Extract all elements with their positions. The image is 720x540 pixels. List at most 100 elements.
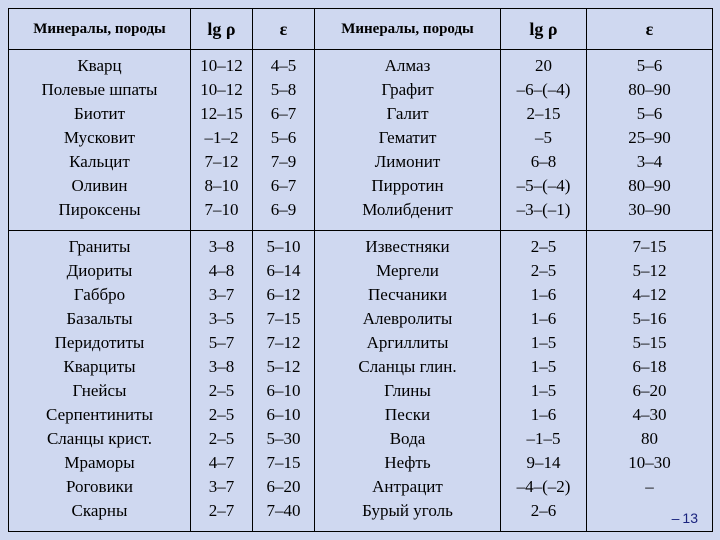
table-cell-line: Серпентиниты — [46, 405, 153, 424]
table-cell-line: Габбро — [73, 285, 126, 304]
table-cell-line: Оливин — [71, 176, 128, 195]
table-cell-line: 5–16 — [632, 309, 667, 328]
table-cell-line: 2–5 — [208, 405, 235, 424]
table-cell-line: 5–7 — [208, 333, 235, 352]
table-cell-line: Кальцит — [69, 152, 130, 171]
header-minerals-left: Минералы, породы — [8, 8, 191, 50]
table-cell-line: –4–(–2) — [516, 477, 571, 496]
table-cell-line: Мраморы — [64, 453, 135, 472]
table-cell-line: 4–30 — [632, 405, 667, 424]
table-cell-line: Бурый уголь — [362, 501, 453, 520]
table-cell-line: Базальты — [66, 309, 133, 328]
table-cell-line: 3–7 — [208, 285, 235, 304]
table-cell-line: Аргиллиты — [366, 333, 449, 352]
table-cell-line: 4–12 — [632, 285, 667, 304]
table-cell-line: 20 — [535, 56, 552, 75]
table-cell-line: 7–12 — [204, 152, 239, 171]
table-cell-line: 6–8 — [530, 152, 557, 171]
table-cell-line: 5–15 — [632, 333, 667, 352]
table-cell-line: 80–90 — [628, 176, 671, 195]
table-cell-line: 1–6 — [530, 309, 557, 328]
table-cell-line: 6–20 — [266, 477, 301, 496]
minerals-group-row: Кварц Полевые шпаты Биотит Мусковит Кальцит О… — [8, 49, 713, 231]
table-cell-line: 6–14 — [266, 261, 301, 280]
table-cell-line: Пироксены — [58, 200, 141, 219]
table-cell-line: –5–(–4) — [516, 176, 571, 195]
table-cell-line: 80–90 — [628, 80, 671, 99]
table-cell-line: –1–2 — [204, 128, 239, 147]
table-cell-line: Вода — [389, 429, 426, 448]
table-cell-line: –1–5 — [526, 429, 561, 448]
table-cell-line: Пирротин — [371, 176, 444, 195]
table-cell-line: 5–6 — [636, 56, 663, 75]
table-cell-line: 4–8 — [208, 261, 235, 280]
table-cell-line: 2–15 — [526, 104, 561, 123]
table-cell-line: Кварциты — [63, 357, 136, 376]
table-cell-line: 1–5 — [530, 357, 557, 376]
table-cell-line: Нефть — [384, 453, 431, 472]
table-cell-line: 10–12 — [200, 56, 243, 75]
table-cell-line: Алевролиты — [362, 309, 453, 328]
table-cell-line: – — [645, 477, 654, 496]
header-lg-rho-right: lg ρ — [500, 8, 587, 50]
header-epsilon-left: ε — [252, 8, 315, 50]
table-cell-line: 2–6 — [530, 501, 557, 520]
table-cell-line: 6–7 — [270, 176, 297, 195]
table-cell-line: 2–7 — [208, 501, 235, 520]
table-cell-line: 7–15 — [632, 237, 667, 256]
table-cell-line: 5–6 — [636, 104, 663, 123]
table-cell-line: 6–7 — [270, 104, 297, 123]
table-cell-line: –5 — [535, 128, 552, 147]
table-cell-line: 5–12 — [266, 357, 301, 376]
table-cell-line: 5–30 — [266, 429, 301, 448]
table-cell-line: Молибденит — [362, 200, 453, 219]
table-cell-line: 4–5 — [270, 56, 297, 75]
table-cell-line: 4–7 — [208, 453, 235, 472]
table-cell-line: 2–5 — [530, 261, 557, 280]
rocks-names-right: Известняки Мергели Песчаники Алевролиты Арги… — [314, 230, 501, 532]
minerals-lg-left: 10–12 10–12 12–15 –1–2 7–12 8–10 7–10 — [190, 49, 253, 231]
rocks-lg-left: 3–8 4–8 3–7 3–5 5–7 3–8 2–5 2–5 2–5 4–7 3–7 2–7 — [190, 230, 253, 532]
table-cell-line: 5–12 — [632, 261, 667, 280]
minerals-lg-right: 20 –6–(–4) 2–15 –5 6–8 –5–(–4) –3–(–1) — [500, 49, 587, 231]
page-number-value: 13 — [682, 510, 698, 526]
table-cell-line: 7–12 — [266, 333, 301, 352]
table-cell-line: 6–18 — [632, 357, 667, 376]
table-cell-line: Сланцы глин. — [358, 357, 457, 376]
table-cell-line: 3–7 — [208, 477, 235, 496]
table-cell-line: 1–6 — [530, 405, 557, 424]
table-cell-line: Гнейсы — [72, 381, 127, 400]
table-cell-line: 7–15 — [266, 309, 301, 328]
table-cell-line: 6–12 — [266, 285, 301, 304]
table-cell-line: Сланцы крист. — [46, 429, 153, 448]
minerals-names-left: Кварц Полевые шпаты Биотит Мусковит Кальцит О… — [8, 49, 191, 231]
table-cell-line: 6–10 — [266, 405, 301, 424]
minerals-eps-left: 4–5 5–8 6–7 5–6 7–9 6–7 6–9 — [252, 49, 315, 231]
table-cell-line: 1–6 — [530, 285, 557, 304]
table-cell-line: Алмаз — [384, 56, 431, 75]
table-cell-line: 10–12 — [200, 80, 243, 99]
header-row: Минералы, породы lg ρ ε Минералы, породы… — [8, 8, 713, 50]
table-cell-line: 10–30 — [628, 453, 671, 472]
table-cell-line: 7–10 — [204, 200, 239, 219]
header-minerals-right: Минералы, породы — [314, 8, 501, 50]
table-cell-line: 80 — [641, 429, 658, 448]
header-epsilon-right: ε — [586, 8, 713, 50]
minerals-eps-right: 5–6 80–90 5–6 25–90 3–4 80–90 30–90 — [586, 49, 713, 231]
page-number: –13 — [671, 510, 698, 526]
data-table-sheet: Минералы, породы lg ρ ε Минералы, породы… — [8, 8, 713, 532]
table-cell-line: Лимонит — [374, 152, 441, 171]
table-cell-line: 5–8 — [270, 80, 297, 99]
table-cell-line: Скарны — [71, 501, 128, 520]
table-cell-line: Антрацит — [372, 477, 443, 496]
table-cell-line: Глины — [384, 381, 431, 400]
table-cell-line: 1–5 — [530, 333, 557, 352]
rocks-eps-left: 5–10 6–14 6–12 7–15 7–12 5–12 6–10 6–10 5–30 7–15… — [252, 230, 315, 532]
table-cell-line: 30–90 — [628, 200, 671, 219]
table-cell-line: 6–9 — [270, 200, 297, 219]
table-cell-line: Граниты — [68, 237, 131, 256]
table-cell-line: Графит — [381, 80, 434, 99]
table-cell-line: 2–5 — [530, 237, 557, 256]
table-cell-line: Полевые шпаты — [41, 80, 158, 99]
minerals-table: Минералы, породы lg ρ ε Минералы, породы… — [8, 8, 713, 532]
